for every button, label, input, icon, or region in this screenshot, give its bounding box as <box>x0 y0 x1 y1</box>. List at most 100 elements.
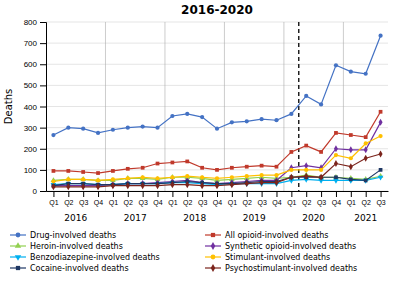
x-tick-mark <box>247 191 248 197</box>
x-tick: Q4 <box>332 191 341 207</box>
point <box>184 174 190 179</box>
legend-marker <box>15 242 21 248</box>
point <box>245 119 249 123</box>
x-tick-mark <box>217 191 218 197</box>
legend-item: Heroin-involved deaths <box>10 242 123 251</box>
marks <box>51 22 384 191</box>
point <box>378 134 382 138</box>
point <box>81 127 85 131</box>
point <box>110 177 116 182</box>
series-line <box>53 112 380 173</box>
point <box>304 144 308 148</box>
point <box>185 160 189 164</box>
x-tick: Q1 <box>49 191 58 207</box>
point <box>349 156 353 160</box>
x-tick-label: Q1 <box>168 199 177 207</box>
y-tick-label: 0 <box>33 187 38 196</box>
year-label: 2021 <box>354 213 377 223</box>
x-tick: Q1 <box>287 191 296 207</box>
y-tick: 600 <box>24 60 46 69</box>
x-axis: Q1Q2Q3Q4Q1Q2Q3Q4Q1Q2Q3Q4Q1Q2Q3Q4Q1Q2Q3Q4… <box>47 191 389 207</box>
point <box>230 166 234 170</box>
point <box>334 145 338 152</box>
point <box>349 178 353 182</box>
point <box>215 168 219 172</box>
x-tick-mark <box>232 191 233 197</box>
point <box>81 183 85 190</box>
series-line <box>53 136 380 181</box>
x-tick: Q3 <box>198 191 207 207</box>
point <box>230 175 234 179</box>
point <box>185 181 189 188</box>
point <box>96 131 100 135</box>
x-tick-mark <box>276 191 277 197</box>
point <box>245 174 249 178</box>
point <box>379 168 383 172</box>
point <box>111 177 115 181</box>
x-tick-mark <box>291 191 292 197</box>
legend-marker <box>15 255 21 261</box>
point <box>260 164 264 168</box>
point <box>379 151 383 158</box>
point <box>364 146 368 153</box>
point <box>81 177 85 181</box>
legend-item: Psychostimulant-involved deaths <box>205 264 357 273</box>
point <box>185 174 189 178</box>
series <box>51 119 382 189</box>
x-tick: Q3 <box>376 191 385 207</box>
x-tick-label: Q3 <box>376 199 385 207</box>
series <box>52 110 383 175</box>
y-tick-mark <box>40 128 46 129</box>
y-tick-label: 100 <box>24 166 38 175</box>
x-tick: Q1 <box>228 191 237 207</box>
grid-line <box>46 43 388 44</box>
x-tick-mark <box>113 191 114 197</box>
x-tick: Q2 <box>64 191 73 207</box>
point <box>200 115 204 119</box>
x-tick-label: Q4 <box>332 199 341 207</box>
x-tick-label: Q3 <box>198 199 207 207</box>
point <box>170 174 176 179</box>
point <box>304 173 308 180</box>
point <box>170 114 174 118</box>
point <box>111 128 115 132</box>
point <box>289 164 293 171</box>
point <box>141 175 145 179</box>
point <box>334 160 338 167</box>
x-tick-mark <box>351 191 352 197</box>
legend-item: All opioid-involved deaths <box>205 231 328 240</box>
point <box>379 119 383 126</box>
year-label: 2020 <box>302 213 325 223</box>
point <box>96 171 100 175</box>
point <box>185 112 189 116</box>
x-tick: Q2 <box>362 191 371 207</box>
point <box>364 141 368 145</box>
x-tick-mark <box>262 191 263 197</box>
year-label: 2017 <box>124 213 147 223</box>
x-tick-label: Q1 <box>228 199 237 207</box>
x-tick: Q1 <box>347 191 356 207</box>
x-tick-mark <box>381 191 382 197</box>
plot: 0100200300400500600700800Q1Q2Q3Q4Q1Q2Q3Q… <box>24 18 389 223</box>
point <box>111 169 115 173</box>
x-tick-label: Q4 <box>213 199 222 207</box>
annotations: 201620172018201920202021 <box>64 213 377 223</box>
legend-item: Synthetic opioid-involved deaths <box>205 242 356 251</box>
point <box>379 110 383 114</box>
point <box>289 150 293 154</box>
point <box>259 173 263 177</box>
point <box>51 133 55 137</box>
point <box>245 180 249 187</box>
x-tick-mark <box>98 191 99 197</box>
point <box>126 126 130 130</box>
y-axis: 0100200300400500600700800 <box>24 18 47 196</box>
legend-item: Benzodiazepine-involved deaths <box>10 253 160 262</box>
point <box>289 112 293 116</box>
legend-label: All opioid-involved deaths <box>225 231 328 240</box>
point <box>170 175 174 179</box>
y-axis-line <box>40 23 47 192</box>
x-tick: Q2 <box>302 191 311 207</box>
series <box>51 34 382 138</box>
y-tick-mark <box>40 149 46 150</box>
point <box>334 63 338 67</box>
